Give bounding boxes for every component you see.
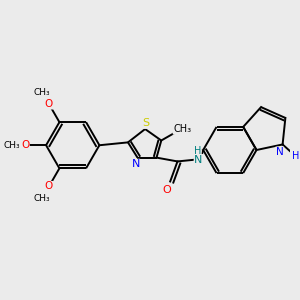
Text: CH₃: CH₃ — [34, 194, 51, 202]
Text: O: O — [45, 99, 53, 109]
Text: CH₃: CH₃ — [34, 88, 51, 97]
Text: CH₃: CH₃ — [173, 124, 191, 134]
Text: N: N — [131, 159, 140, 169]
Text: H: H — [292, 151, 299, 161]
Text: O: O — [163, 185, 171, 195]
Text: O: O — [21, 140, 29, 150]
Text: O: O — [45, 182, 53, 191]
Text: N: N — [194, 154, 202, 164]
Text: S: S — [142, 118, 150, 128]
Text: H: H — [194, 146, 201, 156]
Text: N: N — [276, 147, 284, 157]
Text: CH₃: CH₃ — [4, 141, 20, 150]
